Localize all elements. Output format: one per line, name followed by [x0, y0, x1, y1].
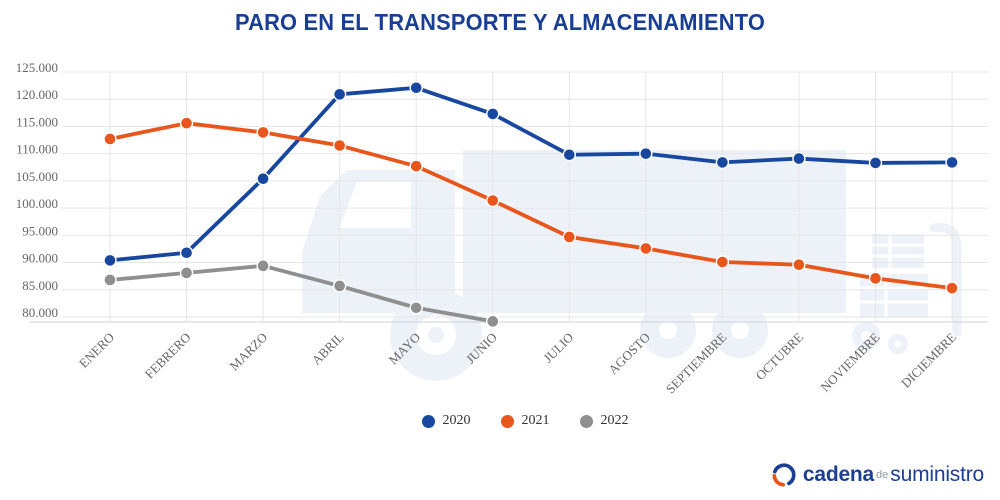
y-tick-label: 90.000 — [22, 251, 58, 266]
x-tick-label: DICIEMBRE — [898, 329, 959, 390]
data-point — [332, 279, 347, 293]
legend-item-2021[interactable]: 2021 — [500, 413, 550, 429]
data-point — [103, 253, 117, 268]
data-point — [256, 172, 270, 186]
data-point — [256, 259, 270, 273]
data-point — [792, 151, 806, 166]
logo-text-de: de — [876, 469, 889, 481]
unemployment-line-chart: 80.000 85.000 90.000 95.000 100.000 105.000 11… — [16, 60, 988, 396]
legend-item-2020[interactable]: 2020 — [421, 413, 471, 429]
data-point — [562, 148, 576, 162]
legend-label: 2021 — [521, 413, 550, 428]
series-2021 — [103, 116, 959, 295]
site-logo[interactable]: cadena de suministro — [771, 462, 984, 488]
y-tick-label: 115.000 — [16, 114, 58, 129]
data-point — [715, 255, 730, 269]
legend-dot-icon — [579, 414, 593, 428]
y-tick-label: 110.000 — [16, 142, 58, 157]
logo-text-suministro: suministro — [890, 463, 984, 486]
legend-dot-icon — [421, 414, 435, 428]
data-point — [792, 258, 806, 272]
data-point — [103, 132, 117, 146]
x-tick-label: AGOSTO — [605, 330, 653, 378]
logo-text-cadena: cadena — [802, 463, 875, 486]
data-point — [409, 81, 423, 95]
series-2020 — [103, 81, 959, 268]
data-point — [256, 125, 270, 140]
chart-title: PARO EN EL TRANSPORTE Y ALMACENAMIENTO — [234, 9, 766, 35]
series-2022 — [103, 259, 500, 329]
chart-legend: 2020 2021 2022 — [25, 413, 1000, 429]
legend-label: 2022 — [600, 413, 629, 428]
x-tick-label: MARZO — [226, 330, 270, 374]
cadena-logo-icon — [772, 463, 796, 487]
legend-label: 2020 — [442, 413, 471, 428]
data-point — [179, 246, 194, 260]
x-axis-labels: ENERO FEBRERO MARZO ABRIL MAYO JUNIO JULIO AGOS… — [76, 329, 959, 396]
y-tick-label: 95.000 — [22, 223, 58, 238]
y-tick-label: 125.000 — [16, 60, 58, 75]
data-point — [179, 116, 194, 130]
x-tick-label: JULIO — [540, 330, 576, 366]
y-tick-label: 85.000 — [22, 278, 58, 293]
y-tick-label: 100.000 — [16, 196, 58, 211]
x-tick-label: ENERO — [76, 330, 117, 371]
data-point — [179, 266, 194, 280]
data-point — [332, 87, 347, 102]
y-tick-label: 80.000 — [22, 305, 58, 320]
data-point — [486, 107, 500, 121]
data-point — [945, 281, 959, 295]
x-tick-label: FEBRERO — [142, 330, 194, 382]
x-tick-label: ABRIL — [309, 329, 347, 367]
data-point — [945, 155, 959, 170]
data-point — [103, 273, 117, 287]
y-axis-labels: 80.000 85.000 90.000 95.000 100.000 105.000 11… — [16, 60, 58, 320]
legend-dot-icon — [500, 414, 514, 428]
data-point — [562, 230, 576, 244]
truck-watermark — [302, 150, 846, 381]
data-point — [486, 314, 500, 329]
data-point — [639, 146, 653, 161]
data-point — [639, 241, 653, 256]
data-point — [409, 159, 423, 173]
y-tick-label: 105.000 — [16, 169, 58, 184]
data-point — [332, 138, 347, 153]
x-tick-label: NOVIEMBRE — [817, 329, 882, 394]
y-tick-label: 120.000 — [16, 87, 58, 102]
data-point — [715, 155, 730, 170]
data-point — [868, 156, 883, 170]
data-point — [409, 301, 423, 315]
data-point — [486, 193, 500, 208]
legend-item-2022[interactable]: 2022 — [579, 413, 629, 429]
data-point — [868, 271, 883, 286]
